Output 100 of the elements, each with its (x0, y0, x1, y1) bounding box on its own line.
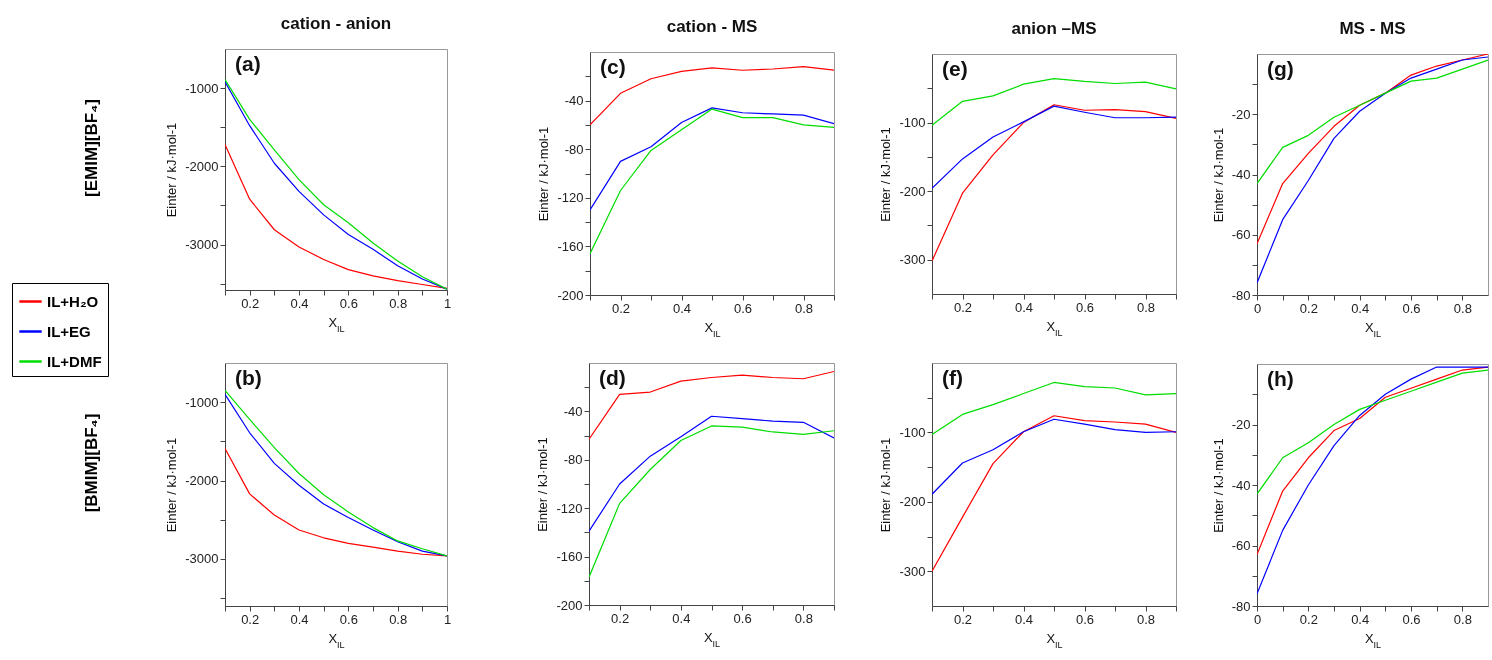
x-tick-label: 1 (443, 611, 452, 627)
chart-title: anion –MS (1011, 19, 1097, 38)
x-tick-label: 0.8 (794, 300, 814, 316)
line-series (590, 108, 834, 255)
legend-label: IL+DMF (47, 352, 102, 370)
x-tick-label: 0.4 (1351, 300, 1370, 316)
x-tick-label: 0.6 (1402, 300, 1421, 316)
y-axis-title: Einter / kJ·mol-1 (164, 122, 180, 218)
x-tick-label: 0.6 (733, 610, 752, 626)
line-series (590, 107, 834, 211)
y-tick-label: -3000 (185, 551, 219, 567)
text: [EMIM][BF₄] (82, 98, 102, 197)
x-tick-label: 0.2 (953, 611, 973, 627)
x-tick-label: 0.6 (1075, 299, 1095, 315)
x-axis-title: X$_{IL}$ (1364, 630, 1382, 650)
x-tick-label: 0.4 (290, 611, 309, 627)
x-axis-title: X$_{IL}$ (704, 319, 721, 339)
x-tick-label: 0.6 (1402, 611, 1421, 627)
line-series (589, 370, 834, 440)
x-tick-label: 0.4 (672, 300, 692, 316)
y-tick-label: -60 (1231, 227, 1251, 243)
y-tick-label: -300 (899, 563, 926, 579)
x-axis-title: X$_{IL}$ (1046, 630, 1063, 650)
x-tick-label: 0.8 (1136, 611, 1156, 627)
y-axis-title: Einter / kJ·mol-1 (1210, 127, 1226, 223)
x-axis-title: X$_{IL}$ (1364, 319, 1382, 339)
y-axis-title: Einter / kJ·mol-1 (536, 126, 552, 222)
x-axis-title: X$_{IL}$ (1046, 318, 1063, 338)
x-axis-title: X$_{IL}$ (703, 629, 721, 649)
y-tick-label: -100 (899, 115, 926, 131)
annotation: (e) (942, 57, 968, 80)
y-tick-label: -20 (1231, 106, 1251, 122)
x-tick-label: 0.8 (1453, 300, 1472, 316)
y-tick-label: -3000 (185, 237, 219, 253)
y-tick-label: -80 (1231, 287, 1251, 303)
line-series (589, 415, 834, 532)
line-series (932, 104, 1176, 262)
annotation: (h) (1267, 367, 1294, 390)
x-tick-label: 0.8 (1136, 299, 1156, 315)
line-series (1257, 56, 1488, 284)
y-axis-title: Einter / kJ·mol-1 (164, 437, 180, 533)
line-series (1257, 369, 1488, 495)
y-tick-label: -80 (563, 452, 583, 468)
x-tick-label: 0.6 (1075, 611, 1095, 627)
y-tick-label: -160 (556, 549, 583, 565)
x-axis-title: X$_{IL}$ (328, 630, 345, 650)
y-tick-label: -200 (899, 494, 926, 510)
y-tick-label: -120 (556, 500, 583, 516)
y-tick-label: -20 (1231, 417, 1251, 432)
y-axis-title: Einter / kJ·mol-1 (535, 437, 551, 532)
x-tick-label: 0 (1253, 611, 1262, 627)
line-series (589, 425, 834, 578)
y-tick-label: -100 (899, 424, 926, 440)
text: [BMIM][BF₄] (82, 413, 102, 512)
x-tick-label: 0.6 (339, 295, 358, 311)
x-tick-label: 0.8 (794, 610, 813, 626)
line-series (932, 105, 1176, 189)
x-tick-label: 0.8 (389, 295, 408, 311)
x-tick-label: 0.8 (1453, 611, 1472, 627)
line-series (1257, 59, 1488, 185)
y-tick-label: -2000 (185, 473, 219, 489)
line-series (1257, 54, 1488, 245)
x-tick-label: 0 (1253, 300, 1262, 316)
x-tick-label: 0.2 (611, 610, 630, 626)
y-tick-label: -1000 (185, 80, 219, 96)
x-axis-title: X$_{IL}$ (328, 314, 345, 334)
line-series (932, 78, 1176, 126)
y-tick-label: -200 (557, 287, 584, 303)
y-tick-label: -40 (564, 93, 584, 109)
x-tick-label: 0.2 (1299, 611, 1318, 627)
line-series (932, 415, 1176, 572)
y-tick-label: -40 (1231, 167, 1251, 182)
x-tick-label: 0.2 (241, 611, 260, 627)
y-tick-label: -40 (1231, 477, 1251, 493)
y-tick-label: -80 (1231, 598, 1251, 614)
y-tick-label: -40 (563, 403, 583, 419)
x-tick-label: 0.2 (241, 295, 260, 311)
y-tick-label: -2000 (185, 158, 219, 174)
x-tick-label: 0.2 (611, 300, 631, 316)
annotation: (b) (235, 366, 262, 389)
chart-title: cation - anion (280, 14, 392, 33)
x-tick-label: 0.4 (1351, 611, 1370, 627)
y-tick-label: -300 (899, 252, 926, 268)
y-tick-label: -200 (556, 597, 583, 613)
y-tick-label: -120 (557, 190, 584, 206)
annotation: (c) (600, 55, 626, 78)
y-tick-label: -200 (899, 183, 926, 199)
annotation: (f) (942, 366, 963, 389)
x-tick-label: 0.8 (389, 611, 408, 627)
y-axis-title: Einter / kJ·mol-1 (1210, 438, 1226, 533)
annotation: (d) (599, 366, 626, 389)
y-axis-title: Einter / kJ·mol-1 (878, 437, 894, 533)
y-tick-label: -80 (564, 141, 584, 157)
legend-label: IL+EG (47, 322, 91, 340)
annotation: (a) (235, 52, 261, 75)
x-tick-label: 0.6 (339, 611, 358, 627)
legend-label: IL+H₂O (47, 292, 99, 310)
line-series (1257, 366, 1488, 595)
y-tick-label: -60 (1231, 538, 1251, 553)
annotation: (g) (1267, 57, 1294, 80)
